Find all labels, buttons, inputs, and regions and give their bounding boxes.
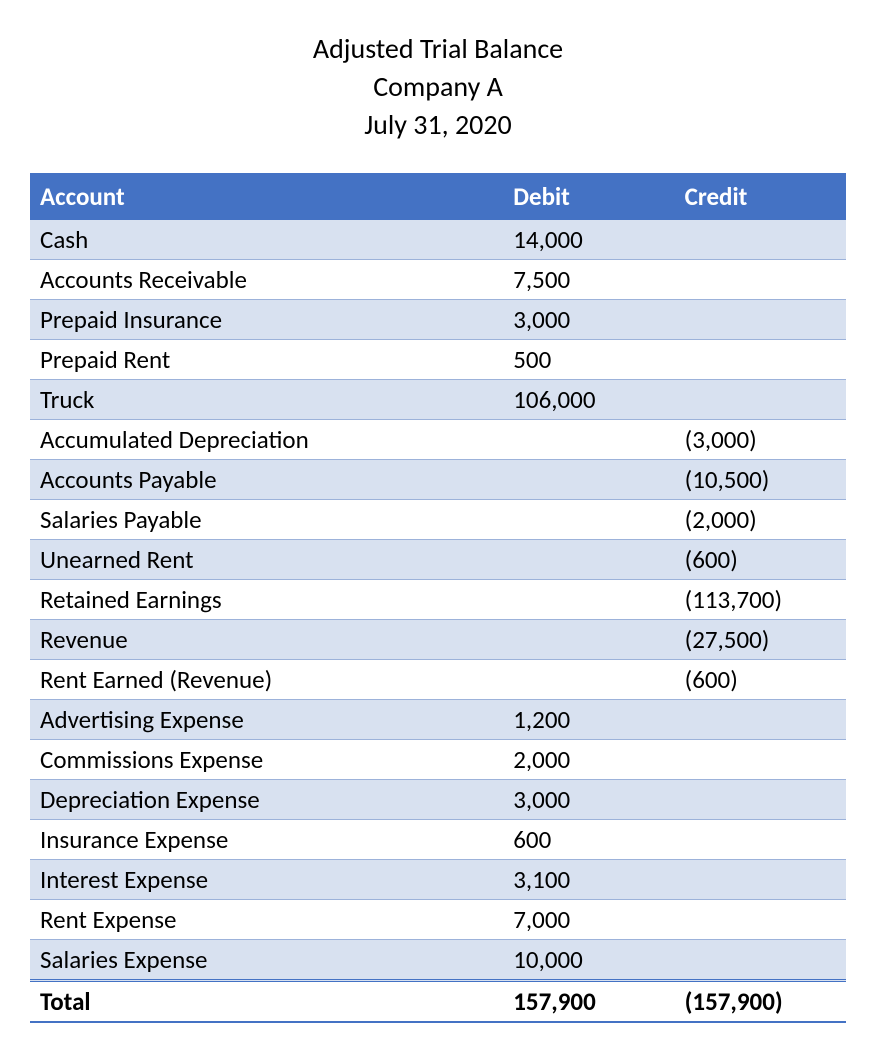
cell-credit: (600) — [675, 660, 846, 700]
report-header: Adjusted Trial Balance Company A July 31… — [30, 30, 846, 143]
cell-debit — [503, 580, 674, 620]
cell-account: Rent Expense — [30, 900, 503, 940]
cell-account: Accounts Payable — [30, 460, 503, 500]
total-label: Total — [30, 981, 503, 1023]
cell-account: Salaries Expense — [30, 940, 503, 981]
trial-balance-table: Account Debit Credit Cash 14,000 Account… — [30, 173, 846, 1023]
table-row: Truck 106,000 — [30, 380, 846, 420]
cell-debit: 500 — [503, 340, 674, 380]
cell-debit — [503, 500, 674, 540]
table-row: Accounts Receivable 7,500 — [30, 260, 846, 300]
cell-credit — [675, 340, 846, 380]
table-row: Insurance Expense 600 — [30, 820, 846, 860]
table-row: Interest Expense 3,100 — [30, 860, 846, 900]
table-row: Accounts Payable (10,500) — [30, 460, 846, 500]
cell-credit — [675, 260, 846, 300]
cell-account: Cash — [30, 219, 503, 260]
table-row: Unearned Rent (600) — [30, 540, 846, 580]
cell-credit — [675, 860, 846, 900]
cell-debit — [503, 420, 674, 460]
cell-debit: 14,000 — [503, 219, 674, 260]
cell-debit: 7,000 — [503, 900, 674, 940]
cell-account: Prepaid Rent — [30, 340, 503, 380]
cell-credit — [675, 900, 846, 940]
report-title: Adjusted Trial Balance — [30, 30, 846, 68]
cell-debit: 3,100 — [503, 860, 674, 900]
table-row: Rent Earned (Revenue) (600) — [30, 660, 846, 700]
cell-debit — [503, 460, 674, 500]
table-row: Advertising Expense 1,200 — [30, 700, 846, 740]
cell-account: Accounts Receivable — [30, 260, 503, 300]
cell-account: Truck — [30, 380, 503, 420]
table-row: Depreciation Expense 3,000 — [30, 780, 846, 820]
cell-credit — [675, 820, 846, 860]
cell-account: Interest Expense — [30, 860, 503, 900]
total-debit: 157,900 — [503, 981, 674, 1023]
cell-account: Commissions Expense — [30, 740, 503, 780]
col-header-debit: Debit — [503, 174, 674, 219]
total-row: Total 157,900 (157,900) — [30, 981, 846, 1023]
cell-debit: 106,000 — [503, 380, 674, 420]
cell-debit: 2,000 — [503, 740, 674, 780]
cell-credit — [675, 380, 846, 420]
cell-credit: (10,500) — [675, 460, 846, 500]
cell-account: Rent Earned (Revenue) — [30, 660, 503, 700]
table-row: Commissions Expense 2,000 — [30, 740, 846, 780]
cell-account: Insurance Expense — [30, 820, 503, 860]
cell-debit: 10,000 — [503, 940, 674, 981]
cell-account: Prepaid Insurance — [30, 300, 503, 340]
cell-account: Salaries Payable — [30, 500, 503, 540]
cell-debit: 600 — [503, 820, 674, 860]
cell-credit: (27,500) — [675, 620, 846, 660]
table-row: Salaries Payable (2,000) — [30, 500, 846, 540]
cell-credit — [675, 780, 846, 820]
table-body: Cash 14,000 Accounts Receivable 7,500 Pr… — [30, 219, 846, 1022]
cell-debit — [503, 620, 674, 660]
report-date: July 31, 2020 — [30, 106, 846, 144]
table-row: Retained Earnings (113,700) — [30, 580, 846, 620]
cell-debit: 1,200 — [503, 700, 674, 740]
cell-account: Advertising Expense — [30, 700, 503, 740]
cell-credit: (113,700) — [675, 580, 846, 620]
cell-credit: (3,000) — [675, 420, 846, 460]
cell-account: Revenue — [30, 620, 503, 660]
cell-debit: 3,000 — [503, 780, 674, 820]
col-header-credit: Credit — [675, 174, 846, 219]
table-header-row: Account Debit Credit — [30, 174, 846, 219]
cell-credit — [675, 740, 846, 780]
table-row: Salaries Expense 10,000 — [30, 940, 846, 981]
cell-credit: (2,000) — [675, 500, 846, 540]
cell-credit — [675, 940, 846, 981]
cell-account: Accumulated Depreciation — [30, 420, 503, 460]
company-name: Company A — [30, 68, 846, 106]
table-row: Rent Expense 7,000 — [30, 900, 846, 940]
cell-credit — [675, 300, 846, 340]
cell-credit — [675, 219, 846, 260]
cell-debit — [503, 660, 674, 700]
cell-account: Unearned Rent — [30, 540, 503, 580]
cell-debit — [503, 540, 674, 580]
table-row: Revenue (27,500) — [30, 620, 846, 660]
cell-debit: 3,000 — [503, 300, 674, 340]
cell-credit — [675, 700, 846, 740]
cell-credit: (600) — [675, 540, 846, 580]
table-row: Accumulated Depreciation (3,000) — [30, 420, 846, 460]
cell-debit: 7,500 — [503, 260, 674, 300]
table-row: Prepaid Insurance 3,000 — [30, 300, 846, 340]
cell-account: Depreciation Expense — [30, 780, 503, 820]
table-row: Cash 14,000 — [30, 219, 846, 260]
table-row: Prepaid Rent 500 — [30, 340, 846, 380]
total-credit: (157,900) — [675, 981, 846, 1023]
col-header-account: Account — [30, 174, 503, 219]
cell-account: Retained Earnings — [30, 580, 503, 620]
